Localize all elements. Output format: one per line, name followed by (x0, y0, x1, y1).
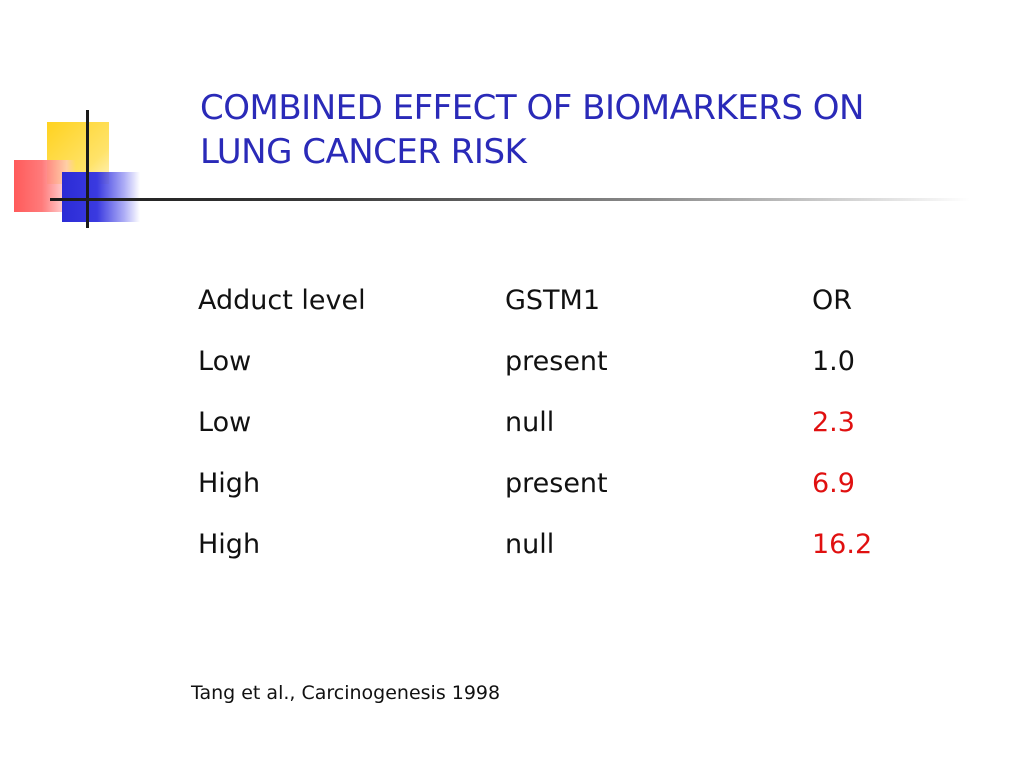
cell-or: 1.0 (812, 346, 855, 377)
title-underline-rule (50, 198, 970, 201)
cell-or-highlighted: 16.2 (812, 529, 873, 560)
table-row: Low null 2.3 (198, 392, 958, 453)
cell-adduct-level: High (198, 468, 261, 499)
cell-adduct-level: Low (198, 407, 252, 438)
cell-gstm1: null (505, 407, 555, 438)
cell-gstm1: null (505, 529, 555, 560)
vertical-rule (86, 110, 89, 228)
table-header-row: Adduct level GSTM1 OR (198, 270, 958, 331)
table-row: High present 6.9 (198, 453, 958, 514)
cell-adduct-level: High (198, 529, 261, 560)
slide-title: COMBINED EFFECT OF BIOMARKERS ON LUNG CA… (200, 86, 960, 174)
cell-or-highlighted: 2.3 (812, 407, 855, 438)
risk-table: Adduct level GSTM1 OR Low present 1.0 Lo… (198, 270, 958, 575)
blue-square-decoration (62, 172, 140, 222)
table-row: High null 16.2 (198, 514, 958, 575)
cell-gstm1: present (505, 468, 608, 499)
table-row: Low present 1.0 (198, 331, 958, 392)
header-adduct-level: Adduct level (198, 285, 366, 316)
header-or: OR (812, 285, 853, 316)
citation: Tang et al., Carcinogenesis 1998 (191, 682, 501, 704)
cell-or-highlighted: 6.9 (812, 468, 855, 499)
slide-title-line-2: LUNG CANCER RISK (200, 132, 527, 172)
cell-gstm1: present (505, 346, 608, 377)
slide-title-line-1: COMBINED EFFECT OF BIOMARKERS ON (200, 88, 864, 128)
cell-adduct-level: Low (198, 346, 252, 377)
header-gstm1: GSTM1 (505, 285, 601, 316)
corner-decoration (0, 0, 1024, 240)
